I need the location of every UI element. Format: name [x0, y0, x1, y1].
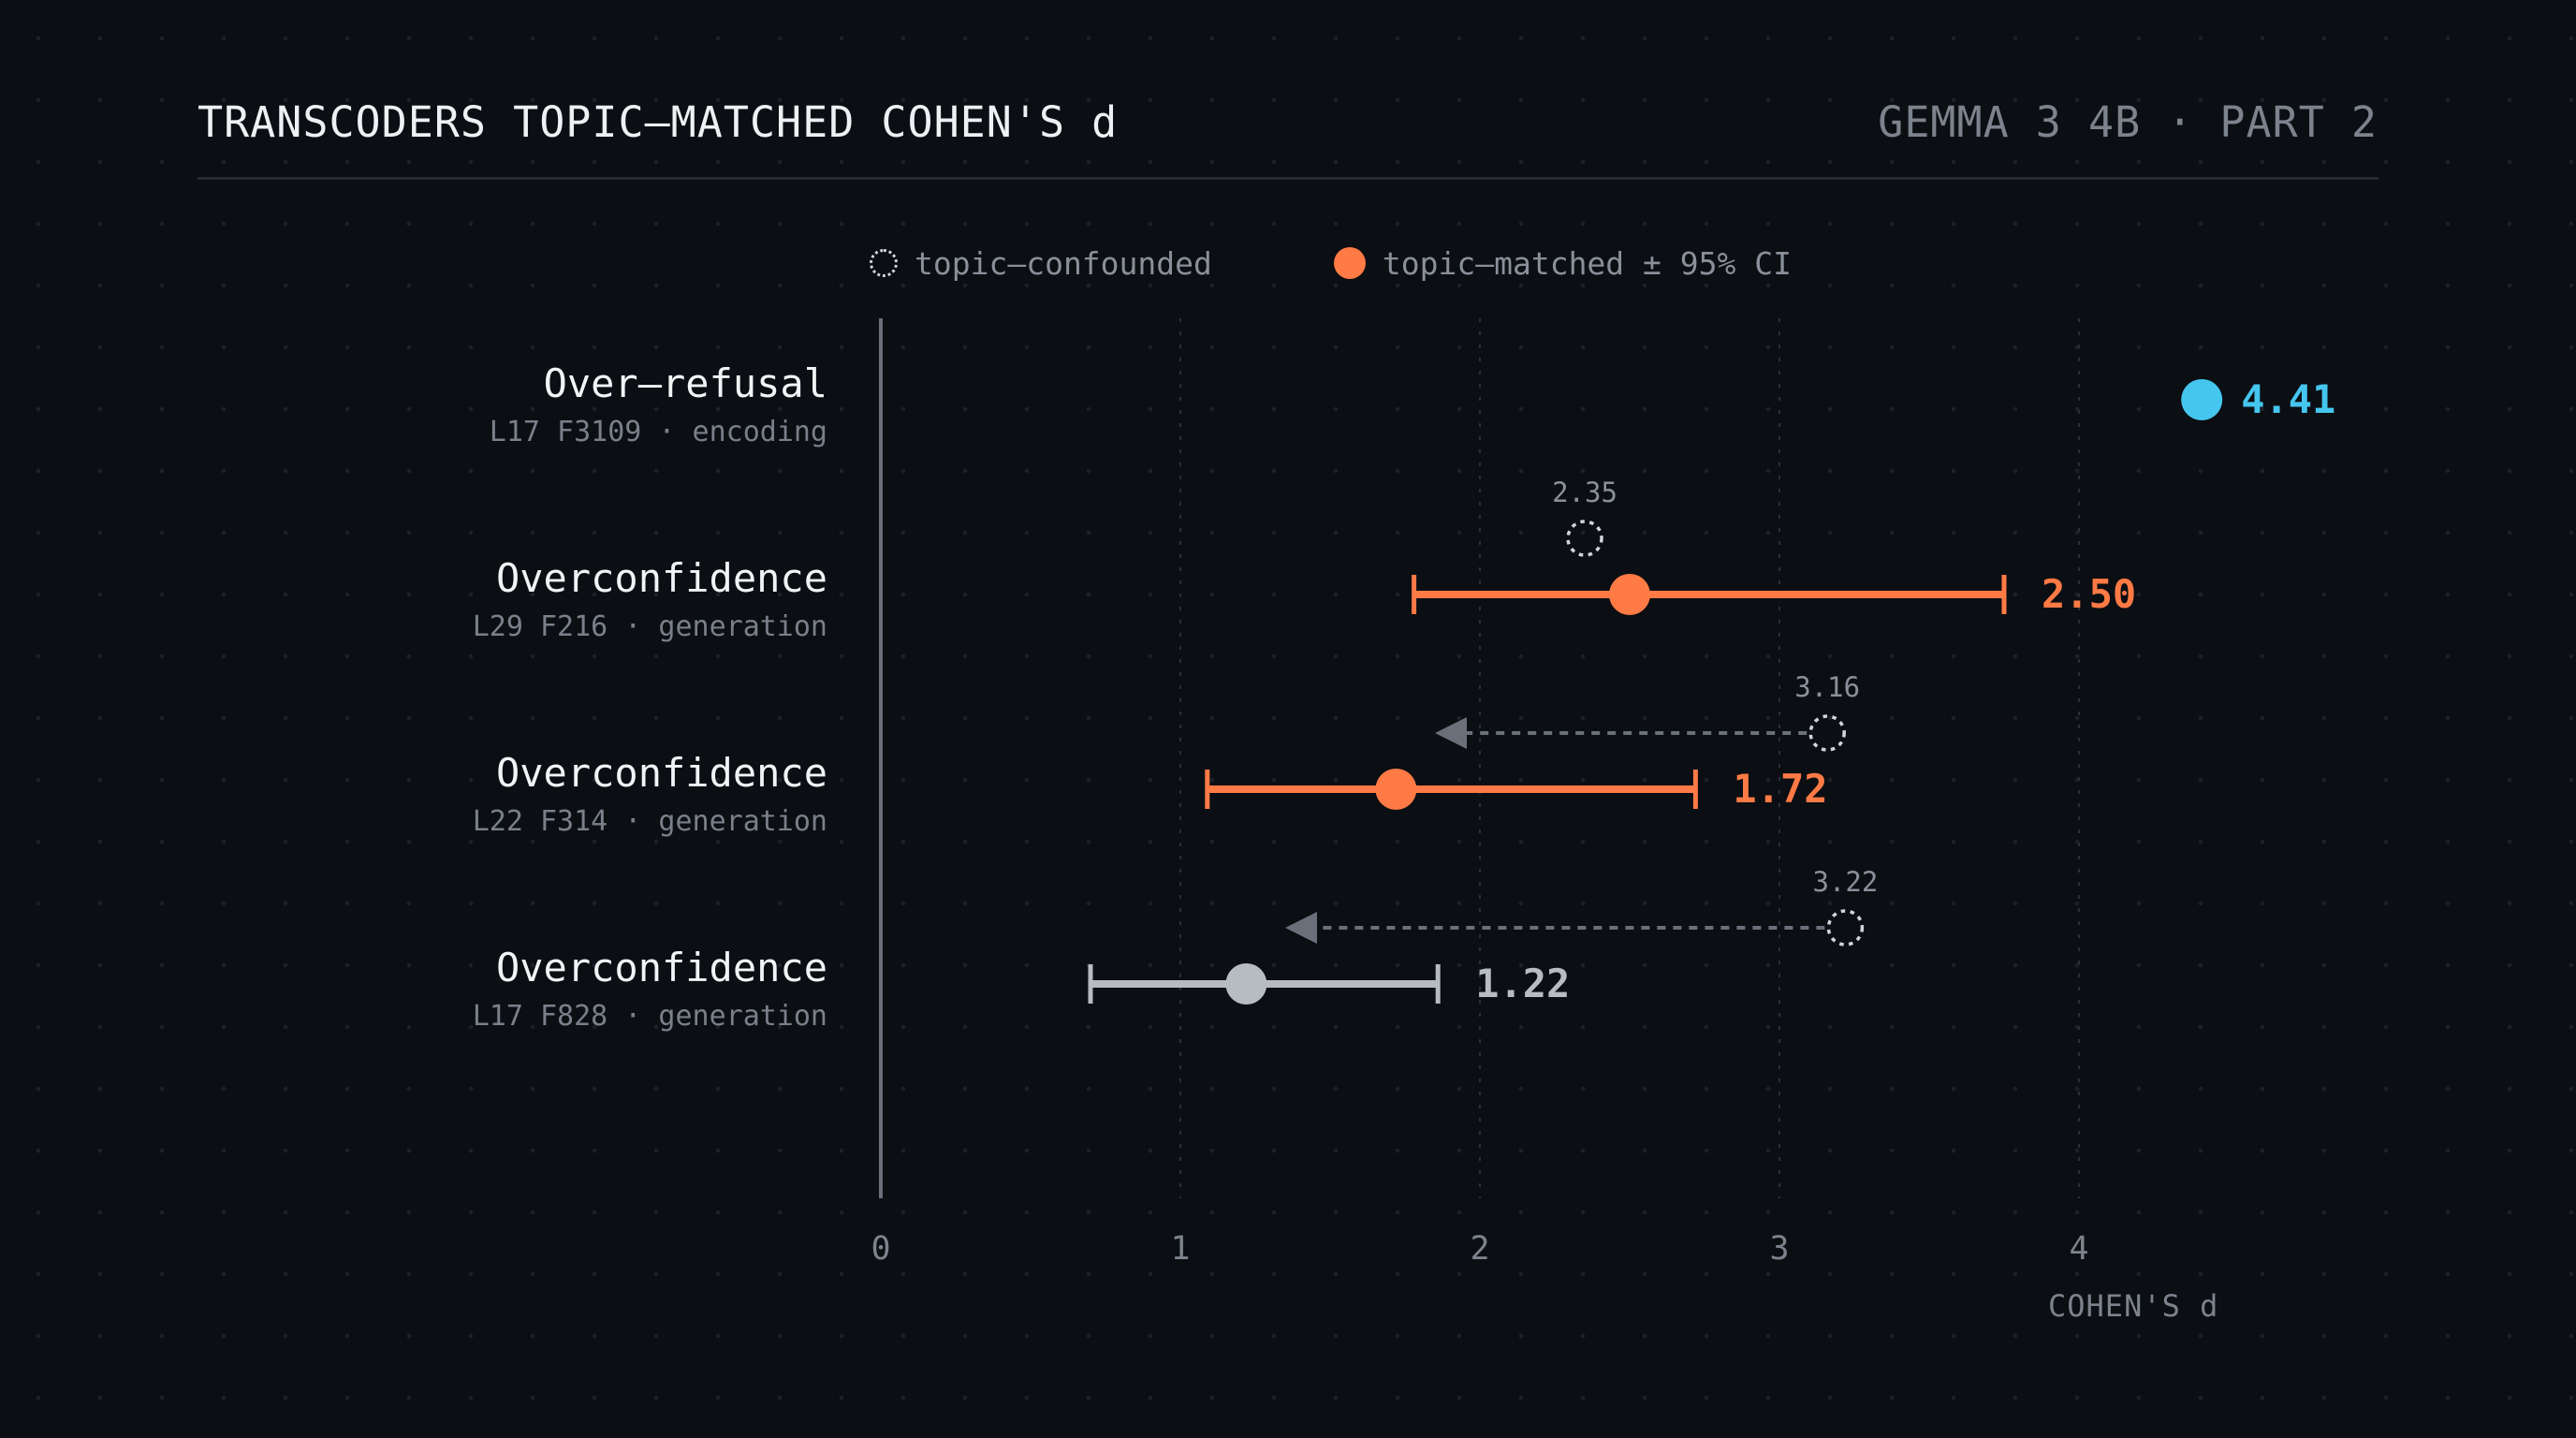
row-name: Overconfidence — [495, 555, 827, 601]
matched-point — [1609, 574, 1650, 615]
dashed-circle-icon — [870, 249, 898, 277]
plot-marks: 4.41 2.35 2.50 3.16 1.72 3.22 1.22 — [1088, 376, 2335, 1006]
confounded-marker — [1826, 909, 1865, 946]
confounded-value-label: 3.16 — [1794, 671, 1860, 703]
matched-value-label: 1.72 — [1733, 766, 1827, 812]
legend-label-confounded: topic–confounded — [915, 244, 1212, 282]
x-tick-label: 2 — [1470, 1230, 1489, 1268]
header-divider — [198, 177, 2378, 180]
row-marks: 4.41 — [2181, 376, 2335, 422]
row-label-0: Over–refusal L17 F3109 · encoding — [490, 360, 827, 448]
confounded-value-label: 3.22 — [1812, 866, 1878, 898]
row-name: Over–refusal — [543, 360, 827, 406]
chart-title: TRANSCODERS TOPIC–MATCHED COHEN'S d — [198, 97, 1119, 147]
row-label-2: Overconfidence L22 F314 · generation — [473, 750, 827, 838]
row-marks: 3.16 1.72 — [1205, 671, 1860, 812]
x-axis-label: COHEN'S d — [2048, 1288, 2219, 1324]
x-tick-label: 3 — [1769, 1230, 1789, 1268]
row-meta: L22 F314 · generation — [472, 805, 827, 838]
row-name: Overconfidence — [495, 750, 827, 796]
matched-point — [1375, 769, 1417, 810]
row-meta: L29 F216 · generation — [472, 610, 827, 643]
chart-subtitle: GEMMA 3 4B · PART 2 — [1878, 97, 2378, 147]
matched-point — [1225, 963, 1267, 1005]
filled-circle-icon — [1333, 247, 1366, 279]
x-tick-label: 4 — [2069, 1230, 2088, 1268]
row-label-1: Overconfidence L29 F216 · generation — [473, 555, 827, 643]
row-marks: 3.22 1.22 — [1088, 866, 1878, 1006]
x-tick-label: 0 — [871, 1230, 890, 1268]
matched-value-label: 1.22 — [1475, 961, 1570, 1006]
matched-point — [2181, 379, 2223, 420]
row-marks: 2.35 2.50 — [1412, 477, 2136, 617]
row-meta: L17 F3109 · encoding — [489, 416, 827, 448]
x-tick-label: 1 — [1170, 1230, 1190, 1268]
legend-item-confounded: topic–confounded — [870, 245, 1212, 282]
row-meta: L17 F828 · generation — [472, 1000, 827, 1033]
matched-value-label: 4.41 — [2241, 376, 2335, 422]
legend-item-matched: topic–matched ± 95% CI — [1333, 244, 1792, 282]
x-axis: 0 1 2 3 4 — [871, 318, 2089, 1268]
arrow-head-icon — [1435, 717, 1467, 749]
arrow-head-icon — [1285, 912, 1317, 944]
legend-label-matched: topic–matched ± 95% CI — [1382, 244, 1792, 282]
confounded-value-label: 2.35 — [1552, 477, 1617, 508]
matched-value-label: 2.50 — [2042, 571, 2136, 617]
row-label-3: Overconfidence L17 F828 · generation — [473, 945, 827, 1033]
legend: topic–confounded topic–matched ± 95% CI — [870, 242, 1913, 285]
row-name: Overconfidence — [495, 945, 827, 990]
confounded-marker — [1808, 714, 1846, 752]
gridlines — [1179, 318, 2080, 1198]
confounded-marker — [1566, 520, 1603, 557]
